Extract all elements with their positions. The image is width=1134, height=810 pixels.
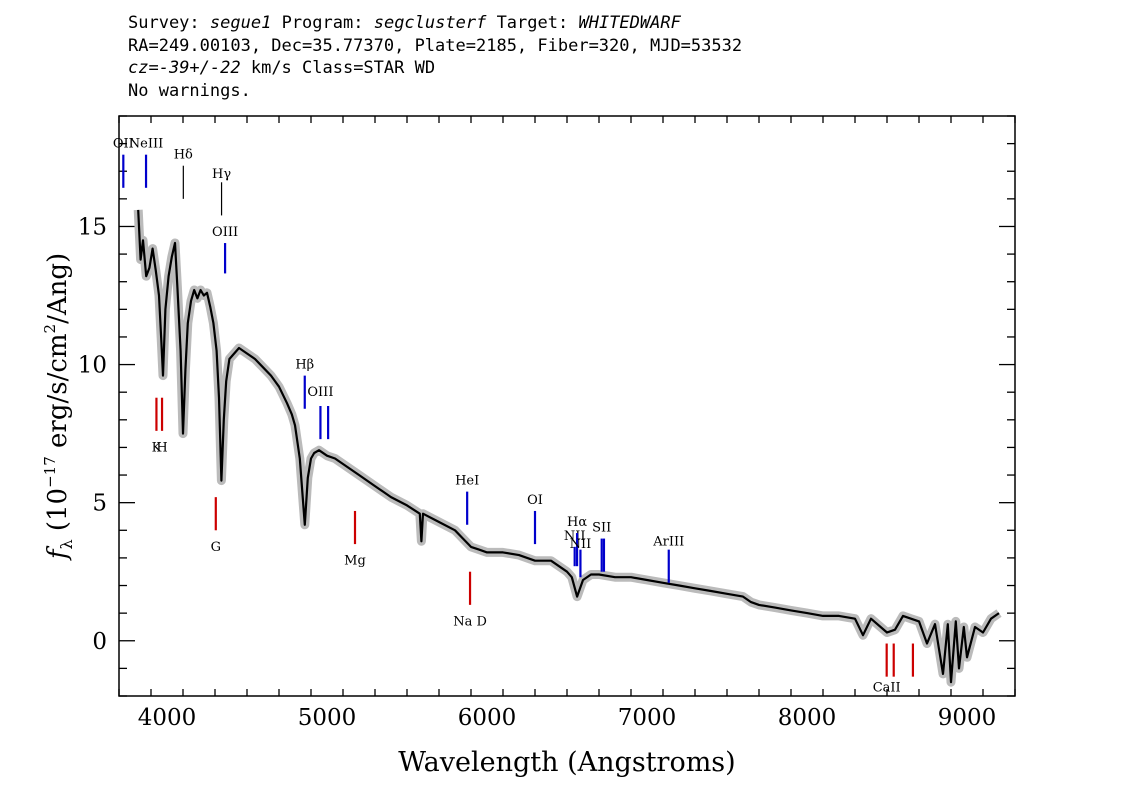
line-label: HeI — [455, 474, 479, 489]
line-label: NeIII — [129, 137, 163, 152]
cz-value: -39+/-22 — [158, 58, 241, 78]
target-label: Target: — [496, 13, 569, 33]
y-axis-label: fλ (10−17 erg/s/cm2/Ang) — [41, 253, 76, 561]
x-tick-label: 5000 — [298, 705, 357, 731]
x-tick-label: 6000 — [458, 705, 517, 731]
x-tick-label: 7000 — [618, 705, 677, 731]
line-label: Hβ — [295, 358, 314, 373]
spectrum-line — [137, 209, 1000, 684]
line-label: NII — [570, 537, 592, 552]
line-label: OI — [527, 493, 543, 508]
line-label: Hα — [567, 515, 587, 530]
line-label: Mg — [344, 554, 366, 569]
coordinates-line: RA=249.00103, Dec=35.77370, Plate=2185, … — [128, 35, 743, 56]
plot-frame — [118, 115, 1016, 697]
line-label: SII — [592, 521, 611, 536]
y-tick-label: 0 — [92, 629, 107, 655]
y-tick-label: 15 — [78, 214, 107, 240]
program-label: Program: — [281, 13, 364, 33]
program-value: segclusterf — [373, 13, 487, 33]
x-tick-label: 9000 — [938, 705, 997, 731]
line-label: NII — [564, 529, 586, 544]
survey-value: segue1 — [209, 13, 272, 33]
line-label: H — [156, 440, 167, 455]
spectrum-header: Survey: segue1 Program: segclusterf Targ… — [128, 12, 742, 102]
cz-class-line: km/s Class=STAR WD — [240, 58, 436, 78]
x-axis-label: Wavelength (Angstroms) — [398, 747, 735, 778]
line-label: K — [152, 440, 162, 455]
line-label: OII — [113, 137, 134, 152]
line-label: OIII — [212, 225, 238, 240]
line-label: G — [211, 540, 221, 555]
x-tick-label: 8000 — [778, 705, 837, 731]
spectral-lines: OIINeIIIHδHγOIIIHβOIIIHeIOINIIHαNIISIIAr… — [113, 137, 915, 696]
y-tick-label: 10 — [78, 353, 107, 379]
svg-text:fλ (10−17 erg/s/cm2/Ang): fλ (10−17 erg/s/cm2/Ang) — [41, 253, 76, 561]
line-label: Na D — [453, 614, 487, 629]
error-band — [133, 209, 1002, 687]
target-value: WHITEDWARF — [578, 13, 681, 33]
x-tick-label: 4000 — [138, 705, 197, 731]
axis-ticks: 4000 5000 6000 7000 8000 9000 0 5 10 15 — [78, 115, 1016, 731]
spectrum-series — [137, 209, 1000, 684]
line-label: Hδ — [174, 148, 193, 163]
survey-label: Survey: — [128, 13, 200, 33]
error-band-path — [133, 209, 1002, 687]
line-label: Hγ — [212, 167, 231, 182]
cz-prefix: cz= — [128, 58, 159, 78]
line-label: ArIII — [652, 534, 684, 549]
y-tick-label: 5 — [92, 491, 107, 517]
line-label: CaII — [873, 681, 901, 696]
warnings-line: No warnings. — [128, 80, 251, 101]
line-label: OIII — [307, 385, 333, 400]
